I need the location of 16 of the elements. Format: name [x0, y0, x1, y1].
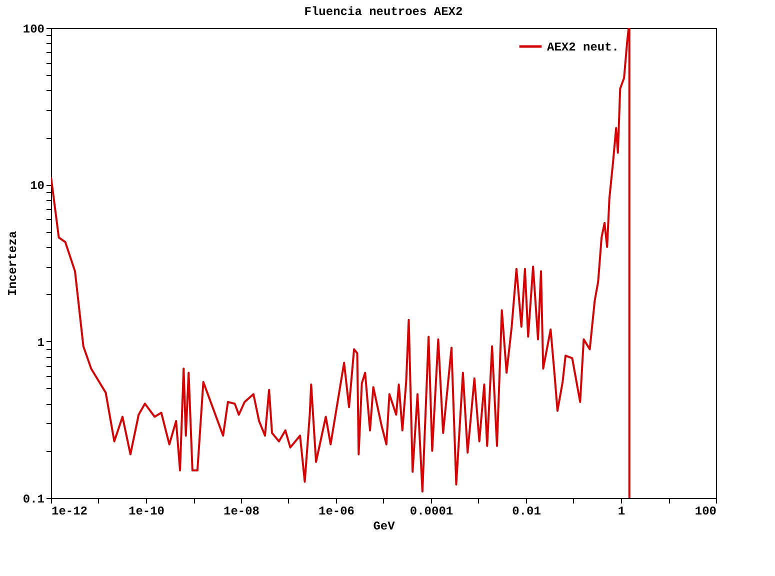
x-tick-label: 0.01 — [512, 504, 541, 518]
x-tick-label: 1e-06 — [318, 504, 355, 518]
legend-label: AEX2 neut. — [547, 40, 620, 54]
x-axis-title: GeV — [373, 520, 396, 534]
y-tick-label: 1 — [37, 336, 44, 350]
y-tick-label: 0.1 — [22, 492, 44, 506]
y-axis-title: Incerteza — [6, 231, 20, 296]
x-tick-label: 1e-12 — [52, 504, 88, 518]
x-tick-label: 1 — [618, 504, 626, 518]
x-tick-label: 1e-08 — [223, 504, 260, 518]
x-tick-label: 100 — [694, 504, 716, 518]
x-tick-label: 0.0001 — [410, 504, 454, 518]
chart-title: Fluencia neutroes AEX2 — [304, 5, 463, 19]
y-tick-label: 10 — [30, 179, 44, 194]
y-tick-label: 100 — [22, 22, 44, 36]
x-tick-label: 1e-10 — [128, 504, 165, 518]
